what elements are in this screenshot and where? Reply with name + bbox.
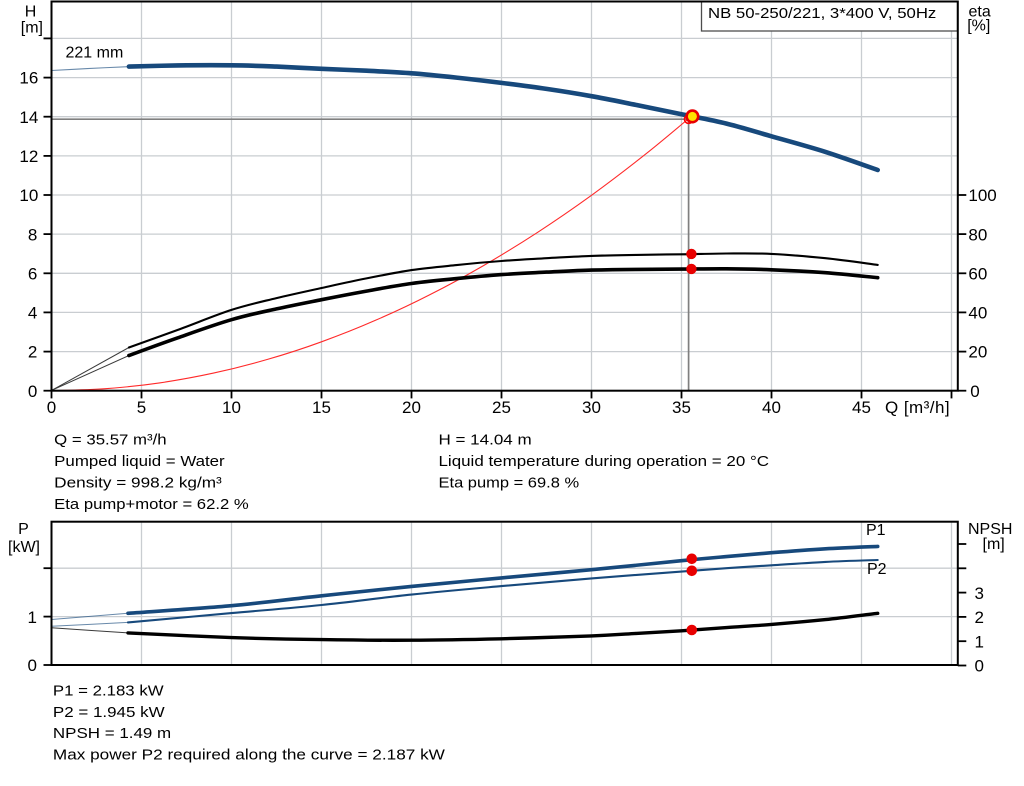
svg-text:P2: P2 xyxy=(867,561,887,578)
svg-text:40: 40 xyxy=(968,304,987,323)
svg-text:[m]: [m] xyxy=(983,536,1005,553)
svg-text:25: 25 xyxy=(492,398,511,417)
svg-text:Density = 998.2 kg/m³: Density = 998.2 kg/m³ xyxy=(54,474,222,491)
svg-text:60: 60 xyxy=(968,264,987,283)
svg-text:5: 5 xyxy=(137,398,146,417)
svg-text:P1: P1 xyxy=(866,522,886,539)
svg-text:0: 0 xyxy=(28,382,37,401)
svg-text:0: 0 xyxy=(970,382,979,401)
svg-text:40: 40 xyxy=(762,398,781,417)
svg-text:15: 15 xyxy=(312,398,331,417)
svg-text:20: 20 xyxy=(968,343,987,362)
svg-text:6: 6 xyxy=(28,264,37,283)
svg-text:H = 14.04 m: H = 14.04 m xyxy=(439,432,532,449)
svg-text:0: 0 xyxy=(47,398,56,417)
svg-text:10: 10 xyxy=(222,398,241,417)
svg-text:Q [m³/h]: Q [m³/h] xyxy=(885,398,950,417)
svg-text:P1 = 2.183 kW: P1 = 2.183 kW xyxy=(53,683,165,700)
svg-text:30: 30 xyxy=(582,398,601,417)
svg-text:[kW]: [kW] xyxy=(8,539,40,556)
svg-text:NB 50-250/221, 3*400 V, 50Hz: NB 50-250/221, 3*400 V, 50Hz xyxy=(708,5,936,22)
svg-text:3: 3 xyxy=(975,584,984,603)
svg-text:8: 8 xyxy=(28,225,37,244)
svg-text:Q = 35.57 m³/h: Q = 35.57 m³/h xyxy=(54,432,166,449)
svg-text:45: 45 xyxy=(852,398,871,417)
svg-text:[m]: [m] xyxy=(21,20,43,37)
svg-text:4: 4 xyxy=(28,304,37,323)
svg-text:0: 0 xyxy=(975,657,984,676)
svg-text:eta: eta xyxy=(969,3,991,20)
svg-text:2: 2 xyxy=(28,343,37,362)
svg-text:35: 35 xyxy=(672,398,691,417)
svg-text:1: 1 xyxy=(975,632,984,651)
svg-text:Eta pump = 69.8 %: Eta pump = 69.8 % xyxy=(439,474,580,491)
svg-text:221 mm: 221 mm xyxy=(66,45,124,62)
svg-text:80: 80 xyxy=(968,225,987,244)
svg-text:[%]: [%] xyxy=(967,18,990,35)
svg-text:Pumped liquid = Water: Pumped liquid = Water xyxy=(54,453,225,470)
svg-text:0: 0 xyxy=(28,656,37,675)
svg-text:H: H xyxy=(25,4,37,21)
svg-text:12: 12 xyxy=(19,147,38,166)
svg-text:P: P xyxy=(18,521,29,538)
svg-text:Eta pump+motor = 62.2 %: Eta pump+motor = 62.2 % xyxy=(54,496,249,513)
svg-text:Liquid temperature during oper: Liquid temperature during operation = 20… xyxy=(439,453,770,470)
svg-text:100: 100 xyxy=(968,186,996,205)
svg-text:16: 16 xyxy=(19,69,38,88)
svg-text:2: 2 xyxy=(975,608,984,627)
svg-text:NPSH = 1.49 m: NPSH = 1.49 m xyxy=(53,725,171,742)
svg-text:1: 1 xyxy=(28,608,37,627)
svg-text:P2 = 1.945 kW: P2 = 1.945 kW xyxy=(53,704,166,721)
svg-text:14: 14 xyxy=(19,108,38,127)
svg-text:Max power P2 required along th: Max power P2 required along the curve = … xyxy=(53,746,446,763)
svg-text:NPSH: NPSH xyxy=(968,521,1012,538)
svg-text:20: 20 xyxy=(402,398,421,417)
svg-text:10: 10 xyxy=(19,186,38,205)
